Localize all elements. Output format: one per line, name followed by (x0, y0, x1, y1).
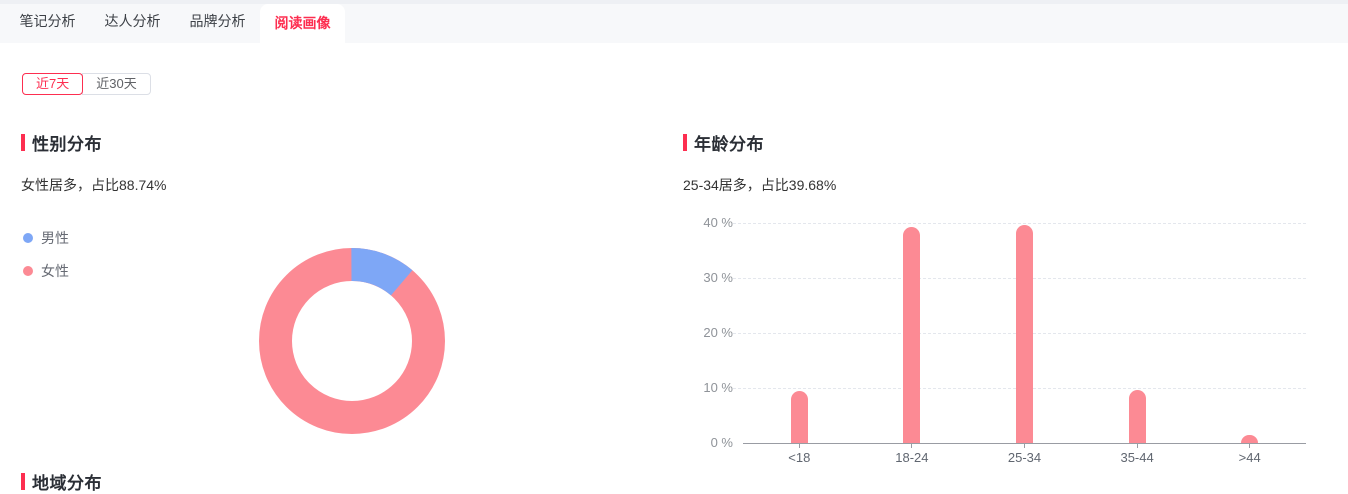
x-axis-tick (1024, 444, 1025, 448)
legend-item-female[interactable]: 女性 (23, 254, 69, 287)
range-last-30-days-button[interactable]: 近30天 (82, 73, 151, 95)
y-gridline (733, 223, 1306, 224)
x-axis-tick (911, 444, 913, 448)
region-section-title: 地域分布 (21, 469, 102, 494)
y-axis-tick-label: 30 % (703, 270, 733, 285)
title-marker (683, 134, 687, 151)
age-section-subtitle: 25-34居多，占比39.68% (683, 177, 837, 193)
x-axis-tick (798, 444, 800, 448)
male-legend-label: 男性 (41, 229, 69, 246)
y-axis-tick-label: 40 % (703, 215, 733, 230)
age-bar-18-24[interactable] (903, 227, 921, 443)
x-axis-line (743, 443, 1306, 444)
tab-reading-portrait[interactable]: 阅读画像 (260, 4, 345, 43)
female-legend-label: 女性 (41, 262, 69, 279)
title-marker (21, 473, 25, 490)
x-axis-tick (1249, 444, 1251, 448)
x-axis-category-label: 35-44 (1120, 450, 1154, 465)
x-axis-category-label: 25-34 (1007, 450, 1042, 465)
gender-legend: 男性 女性 (23, 221, 69, 287)
y-axis-tick-label: 20 % (703, 325, 733, 340)
gender-section-title-text: 性别分布 (32, 135, 102, 154)
gender-section-subtitle: 女性居多，占比88.74% (21, 177, 167, 193)
age-section-title: 年龄分布 (683, 130, 764, 155)
y-axis-tick-label: 10 % (703, 380, 733, 395)
x-axis-category-label: <18 (788, 450, 811, 465)
tab-influencer-analysis[interactable]: 达人分析 (104, 13, 161, 29)
age-bar-35-44[interactable] (1128, 390, 1146, 443)
gender-donut-chart[interactable] (252, 241, 452, 441)
female-legend-dot-icon (23, 265, 33, 276)
x-axis-tick (1136, 444, 1138, 448)
y-axis-tick-label: 0 % (710, 435, 733, 450)
gender-section-title: 性别分布 (21, 130, 102, 155)
range-last-7-days-button[interactable]: 近7天 (22, 73, 84, 95)
time-range-group: 近7天 近30天 (22, 73, 151, 95)
tab-brand-analysis[interactable]: 品牌分析 (189, 13, 246, 29)
tab-note-analysis[interactable]: 笔记分析 (19, 13, 76, 29)
x-axis-category-label: >44 (1238, 450, 1261, 465)
age-bar-25-34[interactable] (1016, 224, 1033, 443)
region-section-title-text: 地域分布 (32, 474, 102, 493)
tab-bar: 笔记分析 达人分析 品牌分析 阅读画像 (0, 0, 1348, 43)
gender-donut-svg (259, 248, 445, 434)
title-marker (21, 134, 25, 151)
age-bar->44[interactable] (1241, 435, 1259, 443)
x-axis-category-label: 18-24 (895, 450, 929, 465)
age-section-title-text: 年龄分布 (694, 135, 764, 154)
legend-item-male[interactable]: 男性 (23, 221, 69, 254)
male-legend-dot-icon (23, 232, 33, 243)
age-bar-<18[interactable] (790, 391, 808, 443)
